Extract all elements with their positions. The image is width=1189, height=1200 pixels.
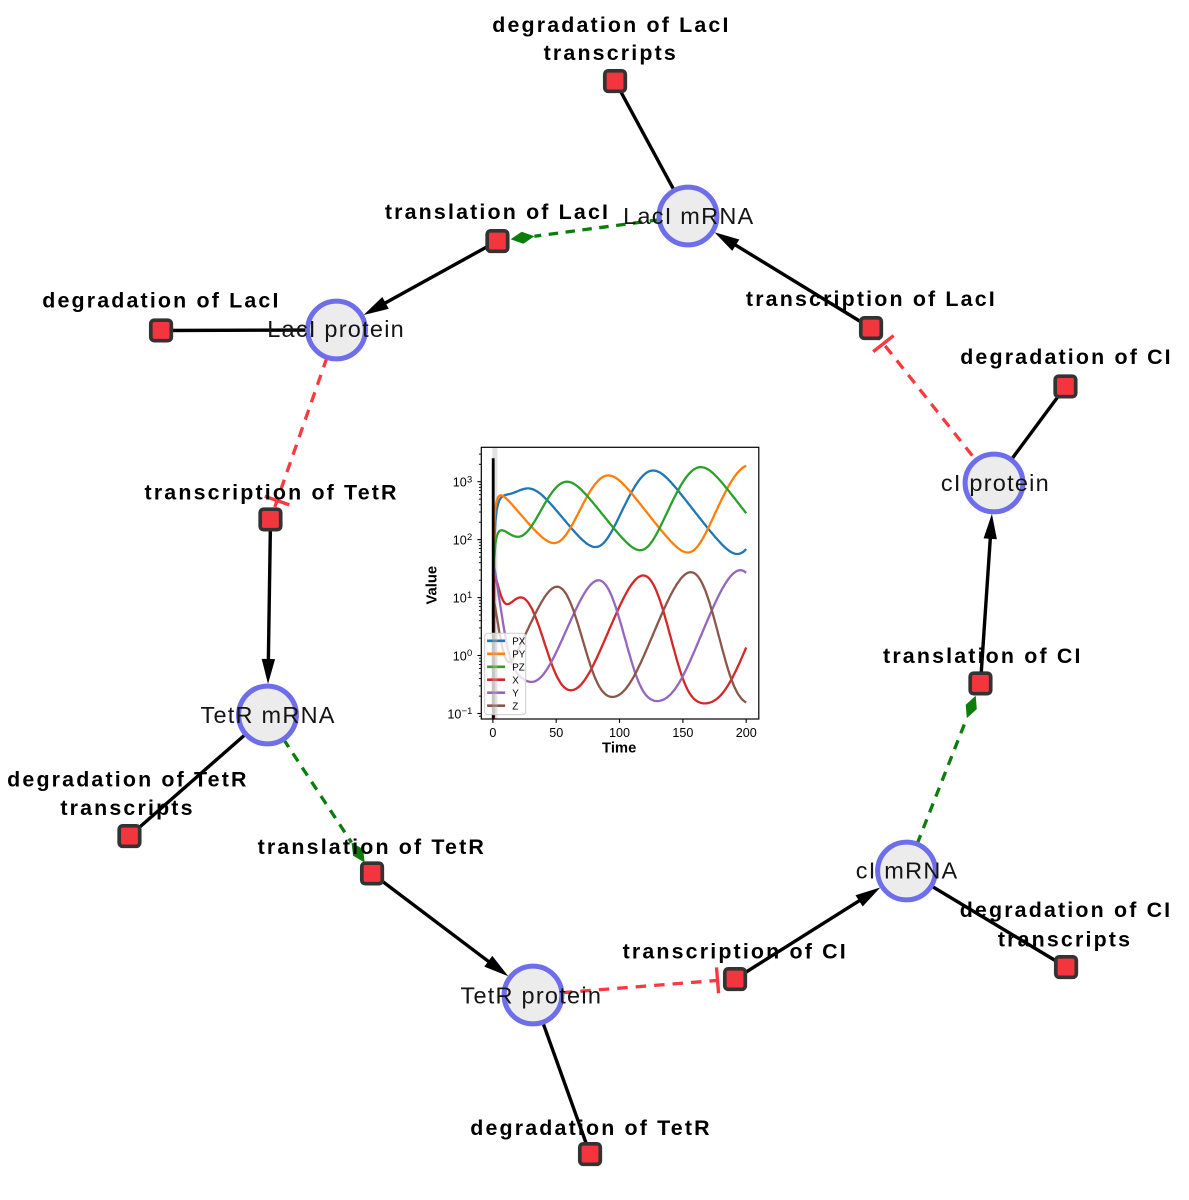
svg-text:Value: Value	[425, 566, 441, 605]
svg-text:TetR mRNA: TetR mRNA	[200, 702, 335, 728]
svg-text:10: 10	[453, 592, 467, 606]
svg-text:translation of CI: translation of CI	[883, 644, 1083, 668]
svg-text:translation of LacI: translation of LacI	[385, 200, 610, 224]
svg-text:0: 0	[489, 726, 496, 740]
svg-text:100: 100	[609, 726, 630, 740]
svg-text:10: 10	[447, 708, 461, 722]
svg-text:−1: −1	[462, 705, 473, 716]
svg-text:degradation of CI: degradation of CI	[960, 345, 1173, 369]
svg-text:cI protein: cI protein	[941, 470, 1050, 496]
svg-text:transcription of TetR: transcription of TetR	[145, 481, 399, 505]
svg-text:PZ: PZ	[512, 662, 525, 673]
svg-text:translation of TetR: translation of TetR	[258, 835, 486, 859]
svg-text:LacI protein: LacI protein	[267, 316, 405, 342]
svg-text:degradation of TetR: degradation of TetR	[7, 768, 248, 792]
svg-text:transcription of LacI: transcription of LacI	[746, 287, 997, 311]
svg-text:Y: Y	[512, 688, 519, 699]
svg-text:transcripts: transcripts	[544, 41, 678, 65]
svg-text:X: X	[512, 675, 519, 686]
svg-text:50: 50	[549, 726, 563, 740]
svg-text:2: 2	[467, 531, 472, 542]
svg-text:cI mRNA: cI mRNA	[856, 857, 959, 883]
svg-text:PX: PX	[512, 636, 526, 647]
svg-text:degradation of CI: degradation of CI	[960, 898, 1173, 922]
svg-text:degradation of TetR: degradation of TetR	[470, 1116, 711, 1140]
svg-text:10: 10	[453, 650, 467, 664]
svg-text:Time: Time	[602, 740, 636, 756]
svg-text:PY: PY	[512, 649, 526, 660]
svg-text:3: 3	[467, 473, 472, 484]
svg-text:0: 0	[467, 647, 472, 658]
svg-text:1: 1	[467, 589, 472, 600]
svg-text:degradation of LacI: degradation of LacI	[492, 13, 730, 37]
svg-text:transcripts: transcripts	[998, 927, 1132, 951]
svg-text:LacI mRNA: LacI mRNA	[623, 203, 754, 229]
svg-text:transcripts: transcripts	[60, 796, 194, 820]
svg-text:Z: Z	[512, 701, 518, 712]
svg-text:transcription of CI: transcription of CI	[623, 940, 848, 964]
svg-text:10: 10	[453, 534, 467, 548]
svg-text:degradation of LacI: degradation of LacI	[42, 289, 280, 313]
svg-text:10: 10	[453, 476, 467, 490]
svg-text:TetR protein: TetR protein	[460, 982, 602, 1008]
svg-text:200: 200	[736, 726, 757, 740]
svg-text:150: 150	[672, 726, 693, 740]
